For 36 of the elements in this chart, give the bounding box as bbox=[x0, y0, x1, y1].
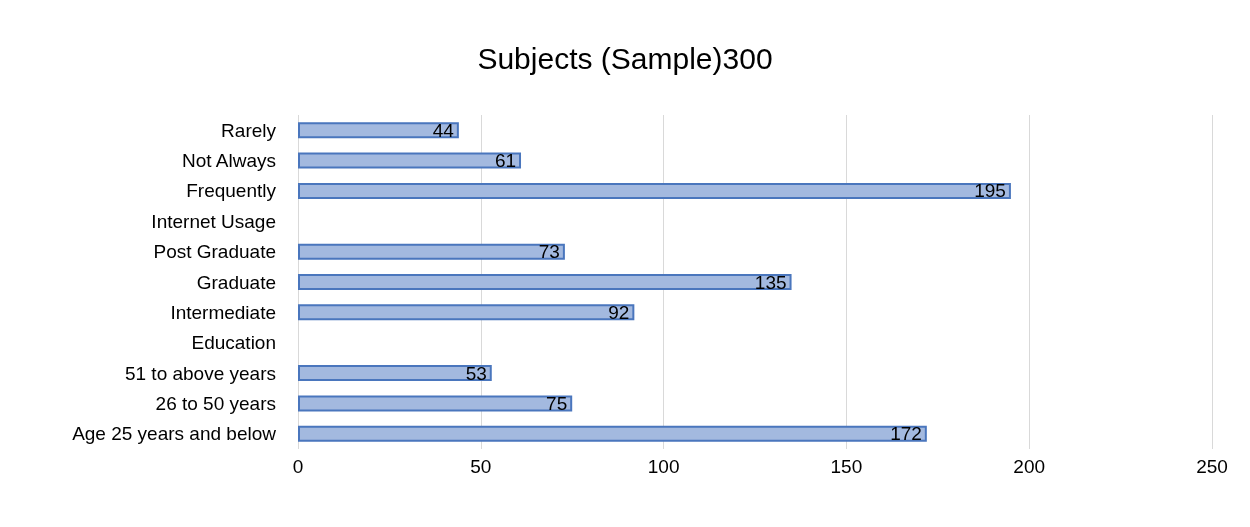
data-label: 75 bbox=[546, 392, 568, 414]
y-tick-label: Intermediate bbox=[170, 301, 276, 323]
data-label: 92 bbox=[608, 301, 630, 323]
x-tick-label: 0 bbox=[292, 456, 304, 477]
y-tick-label: Age 25 years and below bbox=[72, 423, 277, 445]
bar bbox=[298, 365, 492, 382]
bar bbox=[298, 122, 459, 139]
y-tick-label: Not Always bbox=[182, 150, 276, 172]
data-label: 195 bbox=[974, 180, 1006, 202]
data-label: 135 bbox=[754, 271, 787, 293]
x-tick-label: 200 bbox=[1013, 456, 1046, 477]
x-tick-label: 50 bbox=[470, 456, 492, 477]
bar bbox=[298, 152, 522, 169]
bar bbox=[298, 395, 573, 412]
y-tick-label: Frequently bbox=[186, 180, 277, 202]
data-label: 61 bbox=[494, 150, 517, 172]
y-tick-label: Post Graduate bbox=[153, 241, 276, 263]
y-tick-label: 26 to 50 years bbox=[155, 392, 276, 414]
bar bbox=[298, 243, 565, 260]
data-label: 172 bbox=[890, 423, 922, 445]
bar bbox=[298, 274, 792, 290]
x-tick-label: 250 bbox=[1196, 456, 1228, 477]
data-label: 44 bbox=[432, 119, 455, 141]
bar bbox=[298, 182, 1011, 199]
y-tick-label: Education bbox=[191, 332, 276, 354]
y-tick-label: 51 to above years bbox=[124, 362, 276, 384]
y-tick-label: Rarely bbox=[221, 119, 277, 141]
x-tick-label: 100 bbox=[647, 456, 680, 477]
data-label: 53 bbox=[465, 362, 487, 384]
x-tick-label: 150 bbox=[830, 456, 863, 477]
chart-title: Subjects (Sample)300 bbox=[477, 41, 773, 75]
y-tick-label: Graduate bbox=[196, 271, 276, 293]
bar bbox=[298, 304, 635, 321]
bar bbox=[298, 425, 927, 442]
y-tick-label: Internet Usage bbox=[151, 210, 276, 232]
data-label: 73 bbox=[538, 241, 560, 263]
